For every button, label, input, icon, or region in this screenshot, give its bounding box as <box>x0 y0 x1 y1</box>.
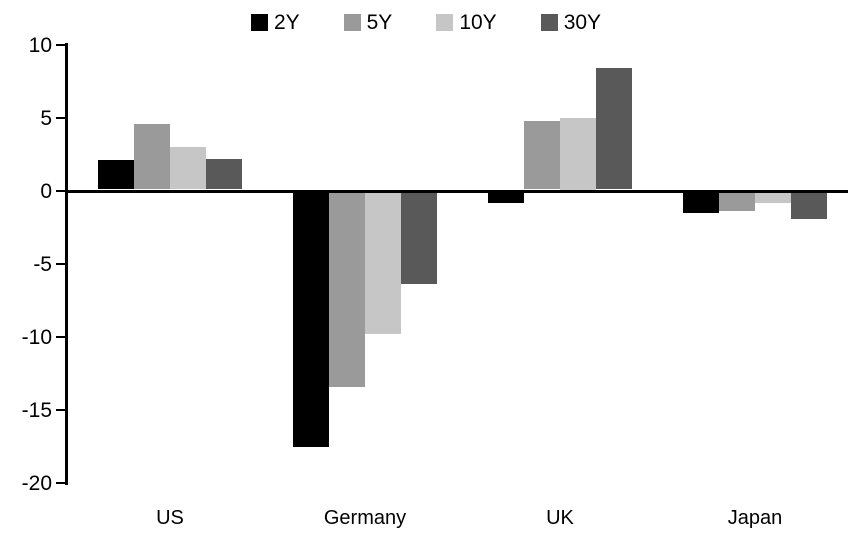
y-axis-tick <box>56 43 65 47</box>
x-axis-category-label: UK <box>546 507 574 529</box>
bar-us-30y <box>206 158 242 190</box>
y-axis-tick <box>56 116 65 120</box>
legend-label: 30Y <box>563 11 602 34</box>
bar-germany-30y <box>401 192 437 285</box>
bar-uk-30y <box>596 68 632 190</box>
bar-uk-5y <box>524 120 560 190</box>
zero-baseline <box>68 189 848 193</box>
legend-swatch-icon <box>343 14 361 31</box>
y-axis-tick-label: -10 <box>21 326 52 349</box>
bar-germany-10y <box>365 192 401 335</box>
legend-item-10y: 10Y <box>436 11 497 34</box>
bar-us-2y <box>98 160 134 190</box>
legend-label: 10Y <box>459 11 497 34</box>
legend-swatch-icon <box>436 14 454 31</box>
y-axis-tick-label: -5 <box>33 253 52 276</box>
x-axis-category-label: US <box>156 507 184 529</box>
legend-label: 2Y <box>273 11 300 34</box>
y-axis-line <box>65 43 68 485</box>
legend-item-5y: 5Y <box>343 11 393 34</box>
bar-us-5y <box>134 123 170 190</box>
y-axis-tick <box>56 262 65 266</box>
bar-uk-2y <box>488 192 524 203</box>
legend-swatch-icon <box>250 14 268 31</box>
legend-swatch-icon <box>540 14 558 31</box>
bar-uk-10y <box>560 118 596 190</box>
y-axis-tick-label: 0 <box>40 180 52 203</box>
bar-japan-10y <box>755 192 791 203</box>
y-axis-tick <box>56 189 65 193</box>
bar-japan-2y <box>683 192 719 213</box>
y-axis-tick <box>56 481 65 485</box>
y-axis-tick-label: 10 <box>28 34 52 57</box>
y-axis-tick-label: 5 <box>40 107 52 130</box>
bar-japan-30y <box>791 192 827 219</box>
chart-legend: 2Y 5Y 10Y 30Y <box>0 12 852 33</box>
y-axis-tick-label: -15 <box>21 399 52 422</box>
bar-germany-2y <box>293 192 329 447</box>
bar-germany-5y <box>329 192 365 387</box>
x-axis-category-label: Germany <box>323 507 407 529</box>
bar-us-10y <box>170 147 206 190</box>
y-axis-tick-label: -20 <box>21 472 52 495</box>
legend-label: 5Y <box>366 11 393 34</box>
legend-item-2y: 2Y <box>250 11 300 34</box>
y-axis-tick <box>56 335 65 339</box>
bar-japan-5y <box>719 192 755 212</box>
x-axis-category-label: Japan <box>727 507 783 529</box>
y-axis-tick <box>56 408 65 412</box>
legend-item-30y: 30Y <box>540 11 602 34</box>
